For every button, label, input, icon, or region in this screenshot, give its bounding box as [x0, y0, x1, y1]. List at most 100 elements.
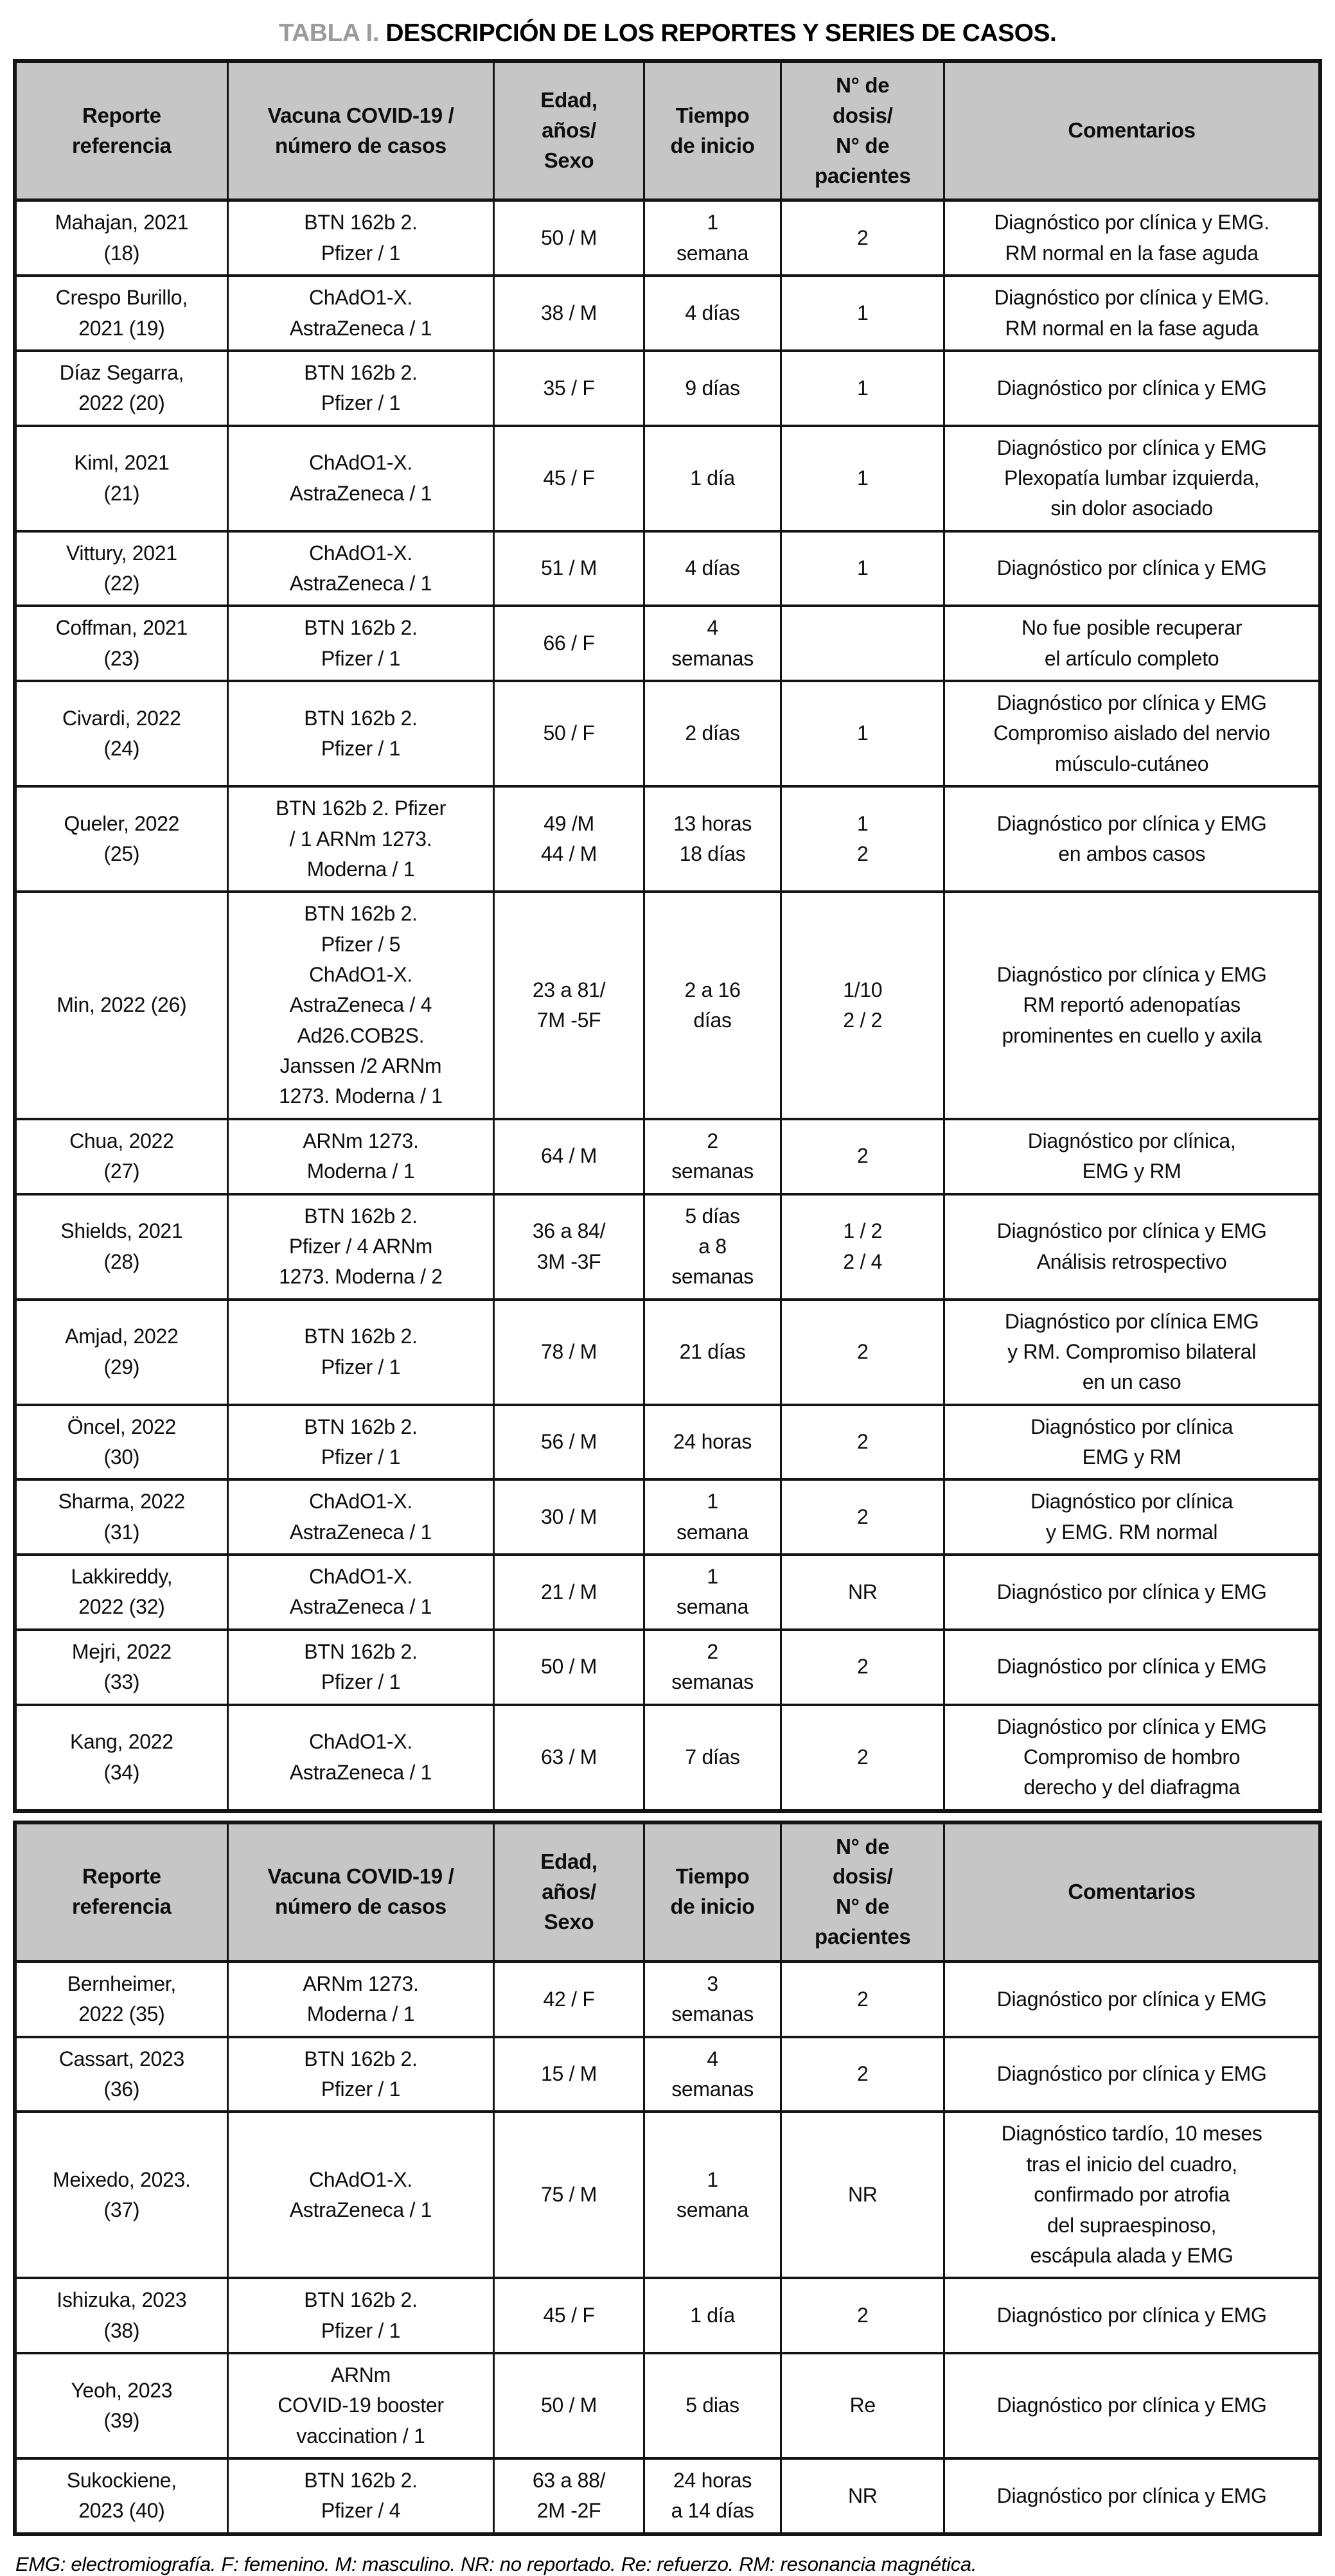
- page-title: TABLA I. DESCRIPCIÓN DE LOS REPORTES Y S…: [13, 19, 1322, 48]
- cell-doses: NR: [780, 2110, 946, 2280]
- cell-doses: 2: [780, 1478, 946, 1557]
- cell-doses: 2: [780, 2277, 946, 2354]
- table-row: Sharma, 2022 (31) ChAdO1-X. AstraZeneca /…: [13, 1478, 1322, 1557]
- cell-doses: 2: [780, 1703, 946, 1812]
- cell-reference: Civardi, 2022 (24): [13, 680, 229, 788]
- cell-onset: 2 semanas: [642, 1628, 782, 1706]
- col-header-doses: N° de dosis/ N° de pacientes: [780, 59, 946, 202]
- cell-onset: 2 semanas: [642, 1117, 782, 1195]
- cell-age-sex: 35 / F: [493, 349, 645, 427]
- cell-onset: 1 semana: [642, 198, 782, 278]
- table-row: Vittury, 2021 (22) ChAdO1-X. AstraZeneca …: [13, 529, 1322, 608]
- cell-comments: Diagnóstico por clínica y EMG: [943, 2035, 1322, 2113]
- table-row: Amjad, 2022 (29) BTN 162b 2. Pfizer / 1 78…: [13, 1298, 1322, 1406]
- cell-doses: 2: [780, 1628, 946, 1706]
- table-row: Mahajan, 2021 (18) BTN 162b 2. Pfizer / 1…: [13, 198, 1322, 278]
- cell-comments: Diagnóstico por clínica y EMG. RM normal…: [943, 274, 1322, 352]
- cell-doses: 2: [780, 1403, 946, 1481]
- cell-age-sex: 63 / M: [493, 1703, 645, 1812]
- cell-onset: 2 días: [642, 680, 782, 788]
- cell-age-sex: 50 / M: [493, 1628, 645, 1706]
- header-row: Reporte referencia Vacuna COVID-19 / núme…: [13, 59, 1322, 202]
- col-header-reference: Reporte referencia: [13, 59, 229, 202]
- cell-vaccine: BTN 162b 2. Pfizer / 1: [226, 680, 495, 788]
- cell-comments: Diagnóstico por clínica y EMG Plexopatía…: [943, 424, 1322, 533]
- cell-onset: 5 dias: [642, 2351, 782, 2460]
- cases-table-section-2: Reporte referencia Vacuna COVID-19 / núme…: [13, 1820, 1322, 2536]
- cell-comments: Diagnóstico por clínica y EMG en ambos c…: [943, 785, 1322, 894]
- cell-comments: Diagnóstico por clínica y EMG: [943, 2457, 1322, 2536]
- table-row: Shields, 2021 (28) BTN 162b 2. Pfizer / 4…: [13, 1192, 1322, 1301]
- cell-age-sex: 42 / F: [493, 1960, 645, 2038]
- cell-doses: 1: [780, 529, 946, 608]
- cell-onset: 9 días: [642, 349, 782, 427]
- cell-comments: Diagnóstico por clínica y EMG: [943, 2351, 1322, 2460]
- cell-doses: 1: [780, 680, 946, 788]
- cell-comments: Diagnóstico por clínica EMG y RM: [943, 1403, 1322, 1481]
- cell-reference: Vittury, 2021 (22): [13, 529, 229, 608]
- table-row: Chua, 2022 (27) ARNm 1273. Moderna / 1 64 …: [13, 1117, 1322, 1195]
- cell-comments: Diagnóstico por clínica y EMG. RM normal: [943, 1478, 1322, 1557]
- cell-reference: Crespo Burillo, 2021 (19): [13, 274, 229, 352]
- cell-doses: 2: [780, 2035, 946, 2113]
- cell-vaccine: ChAdO1-X. AstraZeneca / 1: [226, 2110, 495, 2280]
- cell-age-sex: 66 / F: [493, 604, 645, 683]
- col-header-vaccine: Vacuna COVID-19 / número de casos: [226, 1820, 495, 1964]
- cell-age-sex: 64 / M: [493, 1117, 645, 1195]
- cell-onset: 1 semana: [642, 2110, 782, 2280]
- cell-age-sex: 50 / F: [493, 680, 645, 788]
- table-row: Ishizuka, 2023 (38) BTN 162b 2. Pfizer / …: [13, 2277, 1322, 2354]
- col-header-onset: Tiempo de inicio: [642, 59, 782, 202]
- table-row: Díaz Segarra, 2022 (20) BTN 162b 2. Pfize…: [13, 349, 1322, 427]
- cell-comments: Diagnóstico por clínica y EMG Análisis r…: [943, 1192, 1322, 1301]
- cell-reference: Mahajan, 2021 (18): [13, 198, 229, 278]
- cell-age-sex: 50 / M: [493, 198, 645, 278]
- cell-vaccine: BTN 162b 2. Pfizer / 4 ARNm 1273. Modern…: [226, 1192, 495, 1301]
- col-header-onset: Tiempo de inicio: [642, 1820, 782, 1964]
- cell-vaccine: BTN 162b 2. Pfizer / 1: [226, 2277, 495, 2354]
- cell-comments: Diagnóstico por clínica y EMG Compromiso…: [943, 680, 1322, 788]
- cell-reference: Amjad, 2022 (29): [13, 1298, 229, 1406]
- cell-vaccine: BTN 162b 2. Pfizer / 1: [226, 604, 495, 683]
- table-row: Civardi, 2022 (24) BTN 162b 2. Pfizer / 1…: [13, 680, 1322, 788]
- cell-onset: 24 horas a 14 días: [642, 2457, 782, 2536]
- cell-doses: 1/10 2 / 2: [780, 890, 946, 1120]
- cell-vaccine: BTN 162b 2. Pfizer / 1: [226, 349, 495, 427]
- table-row: Yeoh, 2023 (39) ARNm COVID-19 booster vac…: [13, 2351, 1322, 2460]
- table-footnote: EMG: electromiografía. F: femenino. M: m…: [15, 2552, 977, 2575]
- table-row: Lakkireddy, 2022 (32) ChAdO1-X. AstraZene…: [13, 1553, 1322, 1631]
- table-row: Cassart, 2023 (36) BTN 162b 2. Pfizer / 1…: [13, 2035, 1322, 2113]
- cell-comments: Diagnóstico por clínica, EMG y RM: [943, 1117, 1322, 1195]
- cell-age-sex: 63 a 88/ 2M -2F: [493, 2457, 645, 2536]
- cell-onset: 1 semana: [642, 1553, 782, 1631]
- cell-age-sex: 30 / M: [493, 1478, 645, 1557]
- table-row: Min, 2022 (26) BTN 162b 2. Pfizer / 5 ChA…: [13, 890, 1322, 1120]
- cell-onset: 5 días a 8 semanas: [642, 1192, 782, 1301]
- cell-doses: 2: [780, 198, 946, 278]
- table-number-label: TABLA I.: [278, 19, 380, 47]
- cell-onset: 4 días: [642, 274, 782, 352]
- cell-age-sex: 49 /M 44 / M: [493, 785, 645, 894]
- cell-age-sex: 15 / M: [493, 2035, 645, 2113]
- cell-vaccine: BTN 162b 2. Pfizer / 1 ARNm 1273. Modern…: [226, 785, 495, 894]
- cell-comments: Diagnóstico por clínica EMG y RM. Compro…: [943, 1298, 1322, 1406]
- cell-age-sex: 75 / M: [493, 2110, 645, 2280]
- table-row: Öncel, 2022 (30) BTN 162b 2. Pfizer / 1 56…: [13, 1403, 1322, 1481]
- cell-onset: 21 días: [642, 1298, 782, 1406]
- cell-onset: 13 horas 18 días: [642, 785, 782, 894]
- table-row: Kang, 2022 (34) ChAdO1-X. AstraZeneca / 1…: [13, 1703, 1322, 1812]
- col-header-vaccine: Vacuna COVID-19 / número de casos: [226, 59, 495, 202]
- cell-doses: 1 2: [780, 785, 946, 894]
- page: TABLA I. DESCRIPCIÓN DE LOS REPORTES Y S…: [13, 0, 1322, 2576]
- cell-vaccine: ARNm COVID-19 booster vaccination / 1: [226, 2351, 495, 2460]
- cell-age-sex: 45 / F: [493, 2277, 645, 2354]
- table-row: Kiml, 2021 (21) ChAdO1-X. AstraZeneca / 1…: [13, 424, 1322, 533]
- table-row: Crespo Burillo, 2021 (19) ChAdO1-X. Astra…: [13, 274, 1322, 352]
- cell-vaccine: ChAdO1-X. AstraZeneca / 1: [226, 1553, 495, 1631]
- cell-onset: 3 semanas: [642, 1960, 782, 2038]
- col-header-comments: Comentarios: [943, 59, 1322, 202]
- cell-comments: Diagnóstico por clínica y EMG: [943, 529, 1322, 608]
- table-row: Coffman, 2021 (23) BTN 162b 2. Pfizer / 1…: [13, 604, 1322, 683]
- cell-vaccine: ARNm 1273. Moderna / 1: [226, 1117, 495, 1195]
- cell-age-sex: 51 / M: [493, 529, 645, 608]
